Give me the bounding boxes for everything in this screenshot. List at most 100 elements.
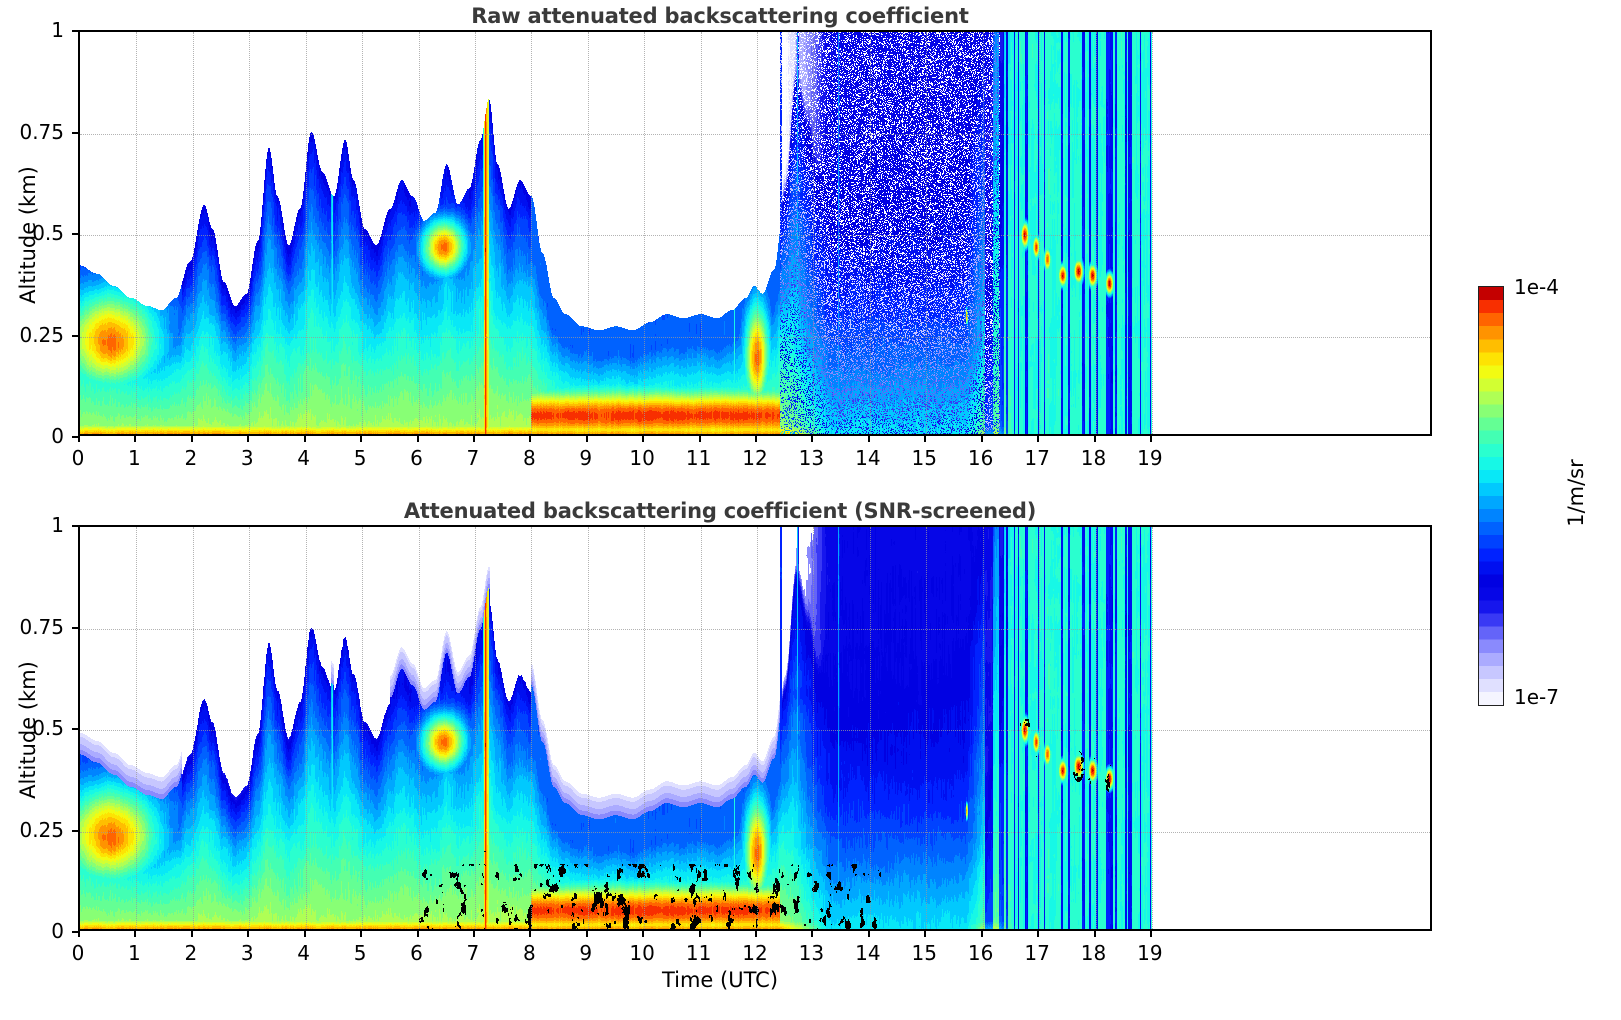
gridline-vertical (757, 527, 758, 929)
y-tick (72, 525, 78, 527)
x-tick-label: 2 (184, 941, 198, 965)
gridline-horizontal (80, 628, 1430, 630)
x-tick (247, 436, 250, 442)
x-tick (1093, 931, 1096, 937)
x-tick-label: 11 (685, 446, 712, 470)
gridline-vertical (192, 32, 194, 434)
gridline-vertical (813, 32, 815, 434)
axes-raw[interactable] (78, 30, 1432, 436)
x-tick-label: 18 (1080, 941, 1107, 965)
colorbar-unit-label: 1/m/sr (1564, 459, 1588, 527)
y-tick-label: 0 (51, 424, 64, 448)
panel-raw-backscatter: Raw attenuated backscattering coefficien… (0, 0, 1440, 490)
x-tick (1037, 931, 1040, 937)
x-tick-label: 6 (410, 446, 423, 470)
x-tick-label: 5 (353, 446, 367, 470)
x-tick (642, 931, 645, 937)
x-tick-label: 4 (297, 941, 311, 965)
x-tick (303, 931, 306, 937)
y-tick (72, 233, 78, 235)
gridline-vertical (757, 32, 758, 434)
gridline-vertical (700, 527, 702, 929)
gridline-vertical (305, 527, 307, 929)
gridline-vertical (644, 527, 646, 929)
panel-screened-backscatter: Attenuated backscattering coefficient (S… (0, 490, 1440, 1020)
gridline-vertical (982, 32, 984, 434)
x-tick-label: 10 (629, 446, 655, 470)
x-tick-label: 5 (353, 941, 367, 965)
y-tick (72, 30, 78, 32)
x-tick-label: 15 (911, 941, 937, 965)
gridline-vertical (1095, 527, 1097, 929)
x-tick-label: 13 (798, 446, 825, 470)
gridline-vertical (1095, 32, 1097, 434)
gridline-horizontal (80, 831, 1430, 833)
gridline-vertical (474, 32, 476, 434)
gridline-horizontal (80, 235, 1430, 236)
x-tick-label: 3 (240, 446, 254, 470)
x-tick (867, 436, 870, 442)
x-tick (472, 931, 475, 937)
x-tick (698, 436, 701, 442)
x-tick (360, 931, 363, 937)
x-tick-label: 9 (579, 446, 593, 470)
x-tick-label: 1 (128, 941, 141, 965)
y-tick (72, 131, 78, 134)
axes-screened[interactable] (78, 525, 1432, 931)
panel-screened-title: Attenuated backscattering coefficient (S… (403, 499, 1037, 523)
x-tick-label: 14 (855, 941, 881, 965)
gridline-vertical (362, 527, 364, 929)
x-tick (472, 436, 475, 442)
x-tick (360, 436, 363, 442)
y-tick-label: 0.5 (32, 221, 64, 245)
gridline-vertical (1039, 32, 1041, 434)
x-tick (642, 436, 645, 442)
x-tick-label: 16 (967, 941, 994, 965)
x-tick (1149, 436, 1152, 442)
x-tick-label: 16 (967, 446, 994, 470)
x-tick (755, 436, 757, 442)
gridline-vertical (418, 527, 420, 929)
gridline-vertical (869, 32, 871, 434)
x-tick-label: 12 (742, 446, 768, 470)
y-tick-label: 0.75 (19, 119, 64, 144)
colorbar-gradient (1478, 286, 1504, 706)
x-tick-label: 2 (184, 446, 198, 470)
x-tick (924, 931, 927, 937)
x-tick-label: 14 (855, 446, 881, 470)
x-tick (755, 931, 757, 937)
x-tick (811, 931, 814, 937)
x-tick-label: 9 (579, 941, 593, 965)
gridline-vertical (982, 527, 984, 929)
x-tick (924, 436, 927, 442)
gridline-vertical (136, 32, 138, 434)
gridline-vertical (136, 527, 138, 929)
gridline-vertical (418, 32, 420, 434)
x-tick-label: 19 (1137, 446, 1163, 470)
x-tick (980, 436, 983, 442)
gridline-vertical (869, 527, 871, 929)
gridline-vertical (587, 527, 589, 929)
x-tick (1093, 436, 1096, 442)
x-tick-label: 13 (798, 941, 825, 965)
y-tick-label: 0 (51, 919, 64, 943)
gridline-vertical (926, 32, 928, 434)
x-tick (247, 931, 250, 937)
gridline-vertical (249, 527, 251, 929)
x-tick (134, 931, 137, 937)
x-tick-label: 17 (1024, 941, 1050, 965)
y-tick (72, 728, 78, 730)
x-tick-label: 15 (911, 446, 937, 470)
x-tick-label: 18 (1080, 446, 1107, 470)
gridline-vertical (700, 32, 702, 434)
x-tick-label: 1 (128, 446, 141, 470)
x-tick (1149, 931, 1152, 937)
gridline-horizontal (80, 336, 1430, 338)
gridline-vertical (926, 527, 928, 929)
x-tick (134, 436, 137, 442)
x-tick-label: 12 (742, 941, 768, 965)
x-tick-label: 0 (71, 941, 85, 965)
y-tick (72, 436, 78, 438)
x-tick-label: 10 (629, 941, 655, 965)
gridline-horizontal (80, 730, 1430, 731)
